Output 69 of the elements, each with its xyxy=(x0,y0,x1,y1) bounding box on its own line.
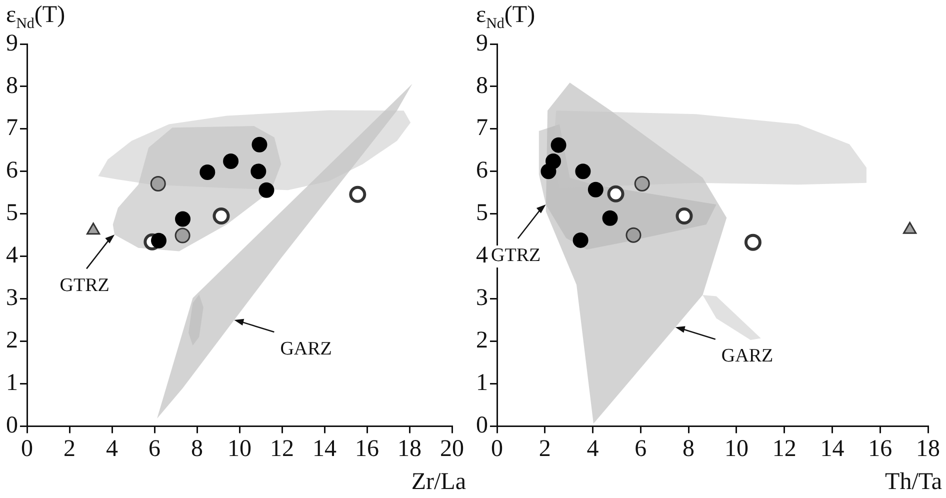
point xyxy=(150,176,166,192)
y-tick-label: 7 xyxy=(6,115,18,142)
y-tick-label: 8 xyxy=(6,72,18,99)
point xyxy=(540,164,556,180)
y-tick-label: 4 xyxy=(6,242,18,269)
x-tick-label: 8 xyxy=(191,436,203,462)
point xyxy=(200,164,216,180)
y-tick-label: 6 xyxy=(6,158,18,184)
point xyxy=(223,153,239,169)
point xyxy=(588,182,604,198)
x-tick-label: 16 xyxy=(355,436,379,462)
y-tick-label: 1 xyxy=(6,370,18,396)
x-axis-title: Th/Ta xyxy=(885,469,942,496)
point xyxy=(212,207,230,224)
y-tick-label: 5 xyxy=(476,200,488,226)
x-tick-label: 10 xyxy=(228,436,252,462)
x-tick-label: 2 xyxy=(538,436,551,462)
x-tick-label: 14 xyxy=(820,436,844,462)
point xyxy=(575,164,591,180)
x-tick-label: 2 xyxy=(64,436,76,462)
y-tick-label: 8 xyxy=(476,72,488,99)
annotation: GARZ xyxy=(721,346,774,367)
point xyxy=(175,211,191,227)
y-tick-label: 3 xyxy=(476,285,488,312)
y-tick-label: 1 xyxy=(476,370,488,396)
y-tick-label: 4 xyxy=(476,242,488,269)
x-tick-label: 20 xyxy=(440,436,464,462)
y-tick-label: 2 xyxy=(476,328,488,354)
point xyxy=(634,176,650,192)
y-axis-title: ε$_{Nd}$(T) xyxy=(6,2,66,32)
point xyxy=(676,207,693,224)
point xyxy=(250,164,266,180)
point xyxy=(258,182,274,198)
x-tick-label: 6 xyxy=(634,436,647,462)
x-tick-label: 8 xyxy=(682,436,695,462)
point xyxy=(174,228,190,244)
y-tick-label: 0 xyxy=(6,412,18,438)
y-tick-label: 3 xyxy=(6,285,18,312)
x-tick-label: 16 xyxy=(868,436,892,462)
point xyxy=(602,210,618,226)
annotation: GTRZ xyxy=(60,275,110,296)
y-tick-label: 2 xyxy=(6,328,18,354)
x-tick-label: 4 xyxy=(586,436,599,462)
point xyxy=(349,186,366,203)
y-tick-label: 5 xyxy=(6,200,18,226)
y-axis-title: ε$_{Nd}$(T) xyxy=(476,2,536,32)
x-tick-label: 18 xyxy=(398,436,422,462)
y-tick-label: 0 xyxy=(476,412,488,438)
annotation: GARZ xyxy=(280,338,332,360)
x-tick-label: 12 xyxy=(270,436,294,462)
x-tick-label: 6 xyxy=(148,436,160,462)
x-tick-label: 14 xyxy=(312,436,336,462)
point xyxy=(572,232,588,248)
point xyxy=(252,136,268,152)
point xyxy=(550,137,566,153)
y-tick-label: 7 xyxy=(476,115,488,142)
x-tick-label: 18 xyxy=(916,436,940,462)
y-tick-label: 6 xyxy=(476,158,488,184)
y-tick-label: 9 xyxy=(6,30,18,56)
x-tick-label: 4 xyxy=(106,436,118,462)
x-tick-label: 10 xyxy=(724,436,748,462)
annotation: GTRZ xyxy=(491,245,541,266)
x-axis-title: Zr/La xyxy=(411,469,466,496)
point xyxy=(151,232,166,248)
point xyxy=(626,227,642,243)
point xyxy=(607,185,624,202)
y-tick-label: 9 xyxy=(476,30,488,56)
x-tick-label: 12 xyxy=(772,436,796,462)
point xyxy=(744,234,762,251)
